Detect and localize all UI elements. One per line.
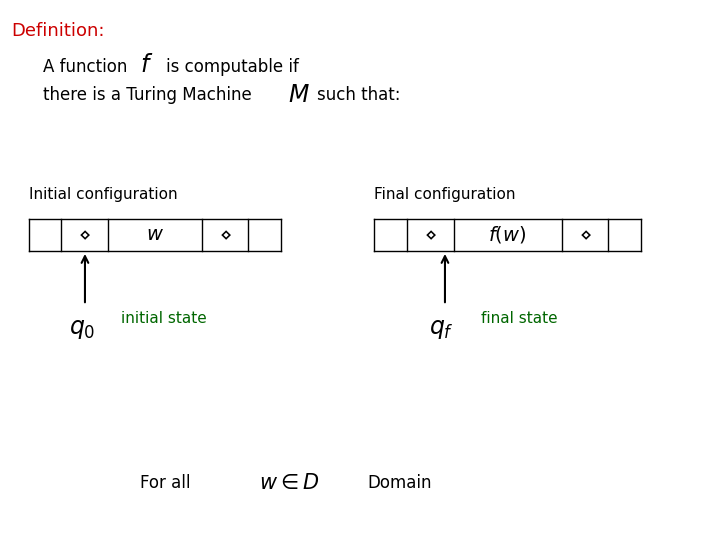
Text: is computable if: is computable if bbox=[166, 58, 299, 77]
Text: $\diamond$: $\diamond$ bbox=[218, 225, 232, 245]
Text: there is a Turing Machine: there is a Turing Machine bbox=[43, 85, 252, 104]
Text: $f(w)$: $f(w)$ bbox=[488, 225, 527, 245]
Text: $\diamond$: $\diamond$ bbox=[78, 225, 91, 245]
Text: Final configuration: Final configuration bbox=[374, 187, 516, 202]
Text: $\mathbf{\mathit{M}}$: $\mathbf{\mathit{M}}$ bbox=[288, 83, 310, 106]
Text: Definition:: Definition: bbox=[11, 22, 104, 39]
Text: Domain: Domain bbox=[367, 474, 432, 492]
Text: $f$: $f$ bbox=[140, 53, 153, 77]
Text: $q_0$: $q_0$ bbox=[69, 318, 96, 341]
Text: such that:: such that: bbox=[317, 85, 400, 104]
Text: Initial configuration: Initial configuration bbox=[29, 187, 177, 202]
Text: $\diamond$: $\diamond$ bbox=[578, 225, 592, 245]
Text: final state: final state bbox=[481, 311, 557, 326]
Text: $q_f$: $q_f$ bbox=[429, 318, 454, 341]
Text: For all: For all bbox=[140, 474, 191, 492]
Text: $w$: $w$ bbox=[146, 225, 163, 245]
Text: A function: A function bbox=[43, 58, 127, 77]
Text: $\diamond$: $\diamond$ bbox=[423, 225, 437, 245]
Text: $w \in D$: $w \in D$ bbox=[259, 473, 320, 494]
Text: initial state: initial state bbox=[121, 311, 207, 326]
